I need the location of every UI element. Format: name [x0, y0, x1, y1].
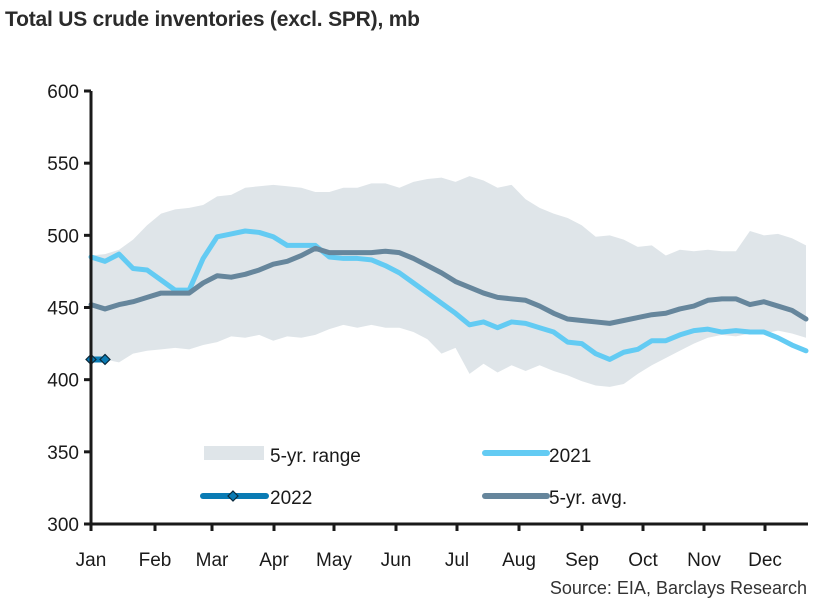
x-tick-label: Nov — [687, 550, 721, 571]
x-tick-label: Jul — [445, 550, 469, 571]
lines-layer — [85, 228, 809, 366]
legend-label-avg: 5-yr. avg. — [549, 488, 627, 509]
y-tick-label: 550 — [47, 154, 79, 175]
data-point-2022 — [99, 353, 111, 366]
x-tick-label: Apr — [259, 550, 289, 571]
range-layer — [91, 176, 806, 387]
source-note: Source: EIA, Barclays Research — [549, 578, 807, 598]
y-tick-label: 300 — [47, 515, 79, 536]
chart-title: Total US crude inventories (excl. SPR), … — [5, 8, 420, 31]
y-tick-label: 400 — [47, 371, 79, 392]
legend-swatch-range — [204, 446, 264, 460]
x-tick-label: Sep — [565, 550, 599, 571]
y-tick-label: 350 — [47, 443, 79, 464]
legend-label-range: 5-yr. range — [270, 446, 361, 467]
legend: 5-yr. range 2021 2022 5-yr. avg. — [200, 446, 627, 509]
y-tick-label: 600 — [47, 82, 79, 103]
x-tick-label: Jun — [381, 550, 412, 571]
x-tick-label: Aug — [502, 550, 536, 571]
x-tick-label: Jan — [76, 550, 107, 571]
x-tick-label: Dec — [748, 550, 782, 571]
x-tick-label: Mar — [196, 550, 229, 571]
y-tick-label: 450 — [47, 299, 79, 320]
axes-layer: 300 350 400 450 500 550 600 Jan Feb Mar Apr May Jun J… — [47, 82, 808, 571]
series-line-2021 — [88, 228, 809, 362]
y-tick-label: 500 — [47, 226, 79, 247]
legend-marker-2022 — [227, 490, 239, 502]
series-line-5-yr-avg — [88, 245, 809, 326]
x-tick-label: May — [316, 550, 352, 571]
x-tick-label: Feb — [139, 550, 172, 571]
legend-label-2021: 2021 — [549, 446, 591, 467]
legend-label-2022: 2022 — [270, 488, 312, 509]
x-tick-label: Oct — [628, 550, 658, 571]
range-band — [91, 176, 806, 387]
